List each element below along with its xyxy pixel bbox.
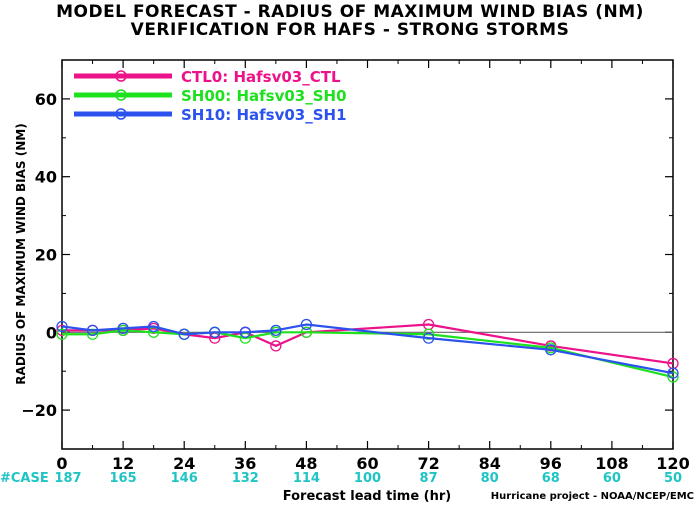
case-count: 114 [293, 471, 320, 486]
data-point [545, 344, 557, 356]
legend-marker [115, 70, 127, 82]
data-point [270, 340, 282, 352]
y-tick-label: 0 [46, 323, 57, 342]
case-count: 132 [232, 471, 259, 486]
credit-text: Hurricane project - NOAA/NCEP/EMC [490, 491, 694, 502]
y-tick-label: −20 [21, 401, 57, 420]
case-count: 68 [542, 471, 560, 486]
data-point [56, 328, 68, 340]
legend-label: CTL0: Hafsv03_CTL [181, 68, 341, 86]
case-count: 80 [481, 471, 499, 486]
data-point [86, 328, 99, 340]
x-tick-label: 36 [234, 454, 256, 473]
data-point [422, 332, 435, 344]
data-point [239, 326, 251, 338]
case-count: 87 [420, 471, 438, 486]
x-tick-label: 12 [112, 454, 134, 473]
x-axis-label: Forecast lead time (hr) [283, 489, 451, 504]
case-count: 187 [54, 471, 81, 486]
legend-marker [115, 108, 127, 120]
x-tick-label: 48 [295, 454, 317, 473]
x-tick-label: 120 [656, 454, 689, 473]
chart-subtitle: VERIFICATION FOR HAFS - STRONG STORMS [130, 20, 570, 40]
y-tick-label: 40 [35, 168, 57, 187]
y-axis-label: RADIUS OF MAXIMUM WIND BIAS (NM) [14, 123, 28, 384]
case-count: 165 [110, 471, 137, 486]
x-tick-label: 60 [356, 454, 378, 473]
legend-label: SH10: Hafsv03_SH1 [181, 106, 347, 124]
data-point [300, 326, 313, 338]
data-point [667, 367, 679, 379]
data-point [86, 324, 99, 337]
x-tick-label: 108 [595, 454, 628, 473]
legend-label: SH00: Hafsv03_SH0 [181, 87, 347, 105]
data-point [270, 324, 282, 337]
legend-marker [115, 89, 127, 101]
y-tick-label: 60 [35, 90, 57, 109]
data-point [56, 320, 68, 333]
case-count: 100 [354, 471, 381, 486]
x-tick-label: 96 [540, 454, 562, 473]
case-count: 60 [603, 471, 621, 486]
data-point [117, 322, 129, 335]
case-count: 50 [664, 471, 682, 486]
data-point [147, 320, 160, 333]
data-point [178, 328, 190, 340]
data-point [300, 318, 313, 331]
case-count-label: #CASE [0, 471, 49, 486]
x-tick-label: 24 [173, 454, 195, 473]
data-point [422, 328, 435, 340]
data-point [209, 326, 221, 338]
x-tick-label: 84 [479, 454, 501, 473]
x-tick-label: 0 [56, 454, 67, 473]
y-tick-label: 20 [35, 246, 57, 265]
plot-frame [61, 59, 674, 450]
x-tick-label: 72 [417, 454, 439, 473]
case-count: 146 [171, 471, 198, 486]
chart-title: MODEL FORECAST - RADIUS OF MAXIMUM WIND … [56, 2, 644, 22]
data-point [56, 324, 68, 337]
